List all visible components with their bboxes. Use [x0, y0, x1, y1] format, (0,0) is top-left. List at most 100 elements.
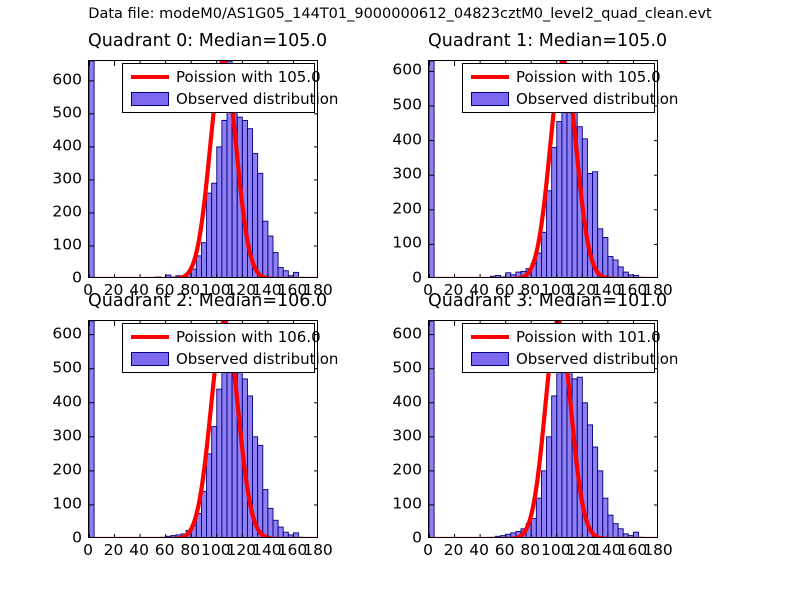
histogram-bar: [551, 395, 558, 537]
quadrant-1-y-tick-label: 0: [412, 268, 422, 287]
quadrant-1-x-tick-label: 0: [423, 281, 433, 299]
quadrant-2-x-tick-label: 120: [226, 541, 257, 559]
quadrant-2-x-tick-label: 40: [129, 541, 149, 559]
quadrant-2-y-tick-label: 300: [52, 426, 82, 445]
histogram-bar: [287, 275, 294, 277]
quadrant-0-x-tick-label: 160: [277, 281, 308, 299]
histogram-bar: [494, 275, 502, 277]
legend-label-observed: Observed distribution: [516, 350, 679, 368]
quadrant-3-x-tick-label: 20: [443, 541, 464, 559]
quadrant-1-y-tick-label: 600: [392, 60, 422, 79]
legend-line-swatch-icon: [131, 335, 169, 339]
quadrant-2-x-tick-label: 80: [180, 541, 201, 559]
quadrant-3-x-tick-label: 0: [423, 541, 433, 559]
legend-label-observed: Observed distribution: [176, 90, 339, 108]
quadrant-0-x-tick-label: 120: [226, 281, 257, 299]
legend-entry-poisson-fit: Poission with 106.0: [128, 327, 321, 347]
quadrant-1-canvas: [429, 61, 657, 277]
histogram-bar: [632, 531, 640, 537]
quadrant-3-x-tick-label: 160: [617, 541, 648, 559]
quadrant-0-y-tick-label: 400: [52, 136, 82, 155]
quadrant-3-x-tick-label: 100: [540, 541, 571, 559]
legend-label-observed: Observed distribution: [516, 90, 679, 108]
quadrant-1-y-tick-label: 100: [392, 233, 422, 252]
quadrant-1-y-tick-label: 500: [392, 95, 422, 114]
quadrant-2-y-tick-label: 500: [52, 357, 82, 376]
quadrant-3-x-tick-label: 40: [469, 541, 489, 559]
quadrant-3-legend: Poission with 101.0 Observed distribution: [462, 323, 678, 373]
histogram-bar: [165, 535, 172, 537]
quadrant-2-x-tick-label: 60: [154, 541, 175, 559]
legend-label-poisson-fit: Poission with 106.0: [176, 328, 321, 346]
quadrant-2-y-tick-label: 600: [52, 323, 82, 342]
quadrant-1-x-tick-label: 160: [617, 281, 648, 299]
legend-entry-poisson-fit: Poission with 105.0: [468, 67, 661, 87]
legend-patch-swatch-icon: [131, 92, 169, 106]
legend-entry-poisson-fit: Poission with 101.0: [468, 327, 661, 347]
histogram-bar: [535, 497, 542, 537]
quadrant-0-x-tick-label: 180: [303, 281, 333, 299]
histogram-bar: [556, 368, 563, 537]
quadrant-2-y-tick-label: 200: [52, 460, 82, 479]
legend-patch-swatch-icon: [131, 352, 169, 366]
histogram-bar: [546, 436, 553, 537]
quadrant-0-canvas: [89, 61, 317, 277]
quadrant-3-y-tick-label: 100: [392, 494, 422, 513]
quadrant-3-y-tick-label: 400: [392, 392, 422, 410]
quadrant-0-x-tick-label: 140: [252, 281, 282, 299]
quadrant-0-y-tick-label: 500: [52, 103, 82, 122]
quadrant-0-y-tick-label: 300: [52, 169, 82, 188]
quadrant-3-x-tick-label: 80: [520, 541, 541, 559]
quadrant-1-poisson-fit-curve: [429, 61, 657, 277]
histogram-bar: [540, 470, 548, 537]
quadrant-0-x-tick-label: 80: [180, 281, 201, 299]
histogram-bar: [282, 270, 289, 277]
quadrant-1-x-tick-label: 140: [592, 281, 622, 299]
quadrant-2-x-tick-label: 100: [200, 541, 231, 559]
quadrant-3-y-tick-label: 600: [392, 323, 422, 342]
quadrant-0-x-tick-label: 0: [83, 281, 93, 299]
quadrant-0-y-tick-label: 0: [72, 268, 82, 287]
quadrant-3-title: Quadrant 3: Median=101.0: [428, 291, 668, 311]
histogram-bar: [592, 171, 599, 277]
legend-entry-poisson-fit: Poission with 105.0: [128, 67, 321, 87]
quadrant-3-y-tick-label: 500: [392, 357, 422, 376]
quadrant-0-legend: Poission with 105.0 Observed distribution: [122, 63, 338, 113]
quadrant-2-x-tick-label: 0: [83, 541, 93, 559]
quadrant-1-title: Quadrant 1: Median=105.0: [428, 31, 668, 51]
legend-label-poisson-fit: Poission with 105.0: [176, 68, 321, 86]
quadrant-3-y-tick-label: 200: [392, 460, 422, 479]
histogram-bar: [170, 535, 177, 537]
quadrant-2-y-tick-label: 0: [72, 528, 82, 547]
legend-patch-swatch-icon: [471, 92, 509, 106]
histogram-bar: [500, 535, 507, 537]
legend-line-swatch-icon: [131, 75, 169, 79]
legend-label-poisson-fit: Poission with 105.0: [516, 68, 661, 86]
histogram-bar: [489, 536, 496, 537]
quadrant-0-title: Quadrant 0: Median=105.0: [88, 31, 328, 51]
legend-entry-observed: Observed distribution: [128, 349, 338, 369]
quadrant-1-x-tick-label: 100: [540, 281, 571, 299]
quadrant-1-y-tick-label: 400: [392, 129, 422, 148]
histogram-bar: [632, 275, 640, 277]
quadrant-2-x-tick-label: 20: [103, 541, 124, 559]
histogram-bar: [429, 61, 435, 277]
histogram-bar: [607, 514, 614, 537]
legend-entry-observed: Observed distribution: [128, 89, 338, 109]
quadrant-1-y-tick-label: 200: [392, 199, 422, 218]
legend-patch-swatch-icon: [471, 352, 509, 366]
legend-line-swatch-icon: [471, 75, 509, 79]
histogram-bar: [505, 533, 512, 537]
histogram-bar: [429, 321, 435, 537]
histogram-bar: [638, 536, 645, 537]
quadrant-1-x-tick-label: 60: [494, 281, 515, 299]
legend-entry-observed: Observed distribution: [468, 349, 678, 369]
quadrant-1-x-tick-label: 80: [520, 281, 541, 299]
quadrant-2-poisson-fit-curve: [89, 321, 317, 537]
quadrant-2-y-tick-label: 400: [52, 392, 82, 410]
quadrant-1-x-tick-label: 20: [443, 281, 464, 299]
